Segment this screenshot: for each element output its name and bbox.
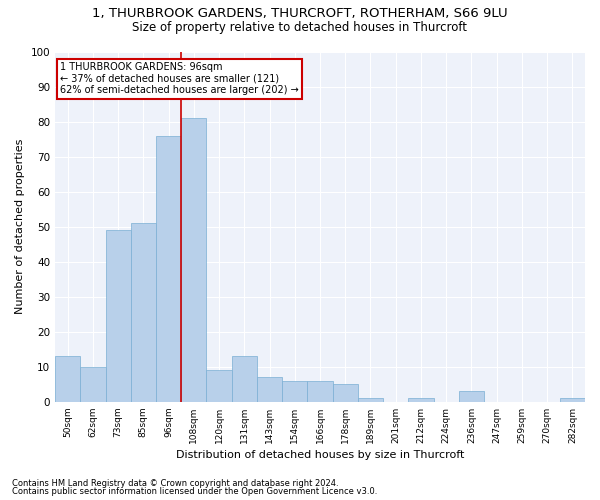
Bar [560,398,585,402]
Y-axis label: Number of detached properties: Number of detached properties [15,139,25,314]
Bar [232,356,257,402]
Bar [55,356,80,402]
Bar [409,398,434,402]
X-axis label: Distribution of detached houses by size in Thurcroft: Distribution of detached houses by size … [176,450,464,460]
Bar [80,367,106,402]
Bar [307,381,332,402]
Bar [257,378,282,402]
Bar [358,398,383,402]
Bar [459,392,484,402]
Text: 1 THURBROOK GARDENS: 96sqm
← 37% of detached houses are smaller (121)
62% of sem: 1 THURBROOK GARDENS: 96sqm ← 37% of deta… [61,62,299,95]
Bar [131,223,156,402]
Bar [156,136,181,402]
Bar [106,230,131,402]
Bar [206,370,232,402]
Text: 1, THURBROOK GARDENS, THURCROFT, ROTHERHAM, S66 9LU: 1, THURBROOK GARDENS, THURCROFT, ROTHERH… [92,8,508,20]
Bar [282,381,307,402]
Text: Contains HM Land Registry data © Crown copyright and database right 2024.: Contains HM Land Registry data © Crown c… [12,478,338,488]
Bar [332,384,358,402]
Text: Size of property relative to detached houses in Thurcroft: Size of property relative to detached ho… [133,21,467,34]
Bar [181,118,206,402]
Text: Contains public sector information licensed under the Open Government Licence v3: Contains public sector information licen… [12,487,377,496]
